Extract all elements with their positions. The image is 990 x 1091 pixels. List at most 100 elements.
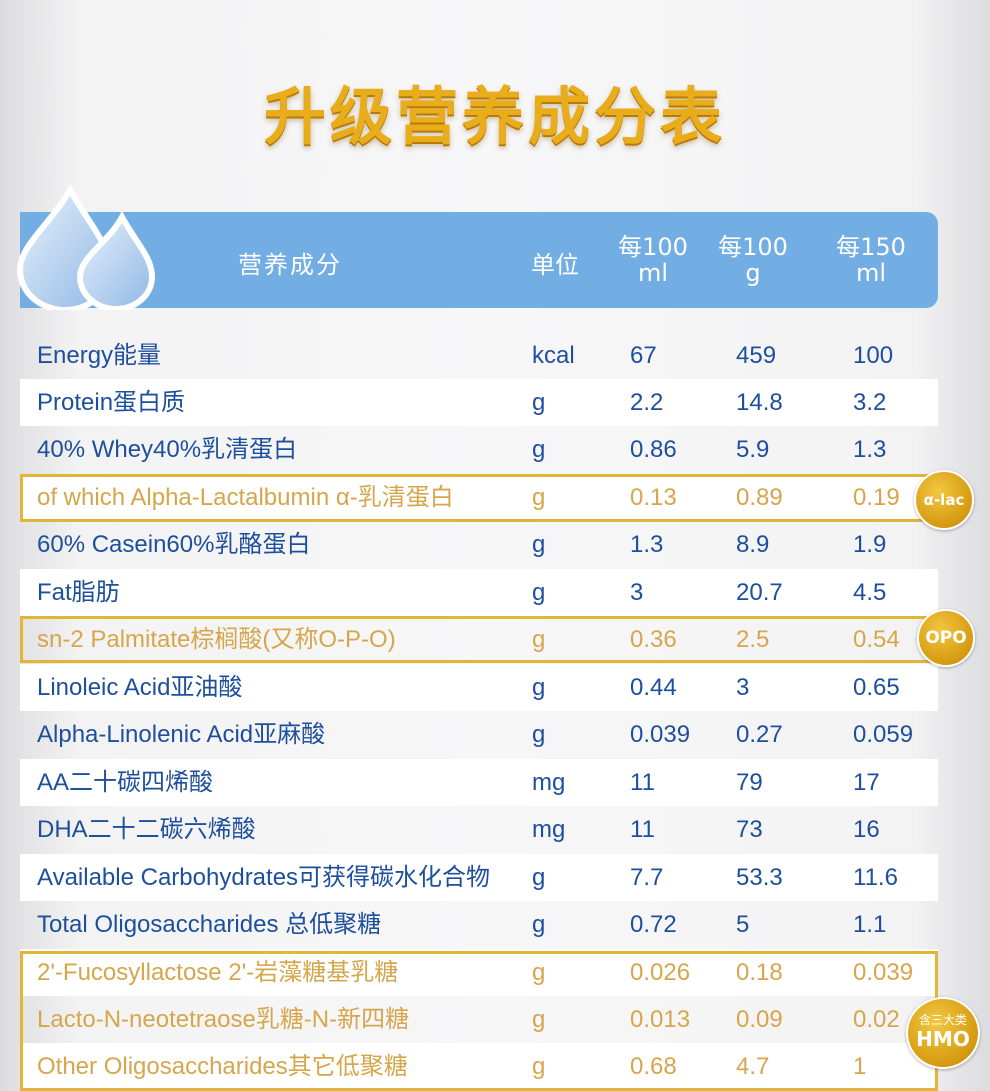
nutrient-unit: g xyxy=(532,864,546,891)
nutrient-unit: g xyxy=(532,436,546,463)
value-per150ml: 100 xyxy=(853,342,894,369)
nutrient-name: Fat脂肪 xyxy=(37,579,120,606)
page-title: 升级营养成分表 xyxy=(263,80,726,153)
value-per100g: 0.18 xyxy=(736,959,783,986)
value-per100ml: 3 xyxy=(630,579,644,606)
hmo-badge: 含三大类 HMO xyxy=(906,997,980,1069)
nutrient-unit: g xyxy=(532,721,546,748)
table-row: Available Carbohydrates可获得碳水化合物 g 7.7 53… xyxy=(20,854,938,901)
highlight-frame-alpha-lac xyxy=(20,474,938,522)
nutrient-name: 60% Casein60%乳酪蛋白 xyxy=(37,531,311,558)
nutrient-unit: g xyxy=(532,484,546,511)
header-per100g: 每100 g xyxy=(703,234,803,286)
nutrient-name: Available Carbohydrates可获得碳水化合物 xyxy=(37,864,491,891)
value-per100g: 5.9 xyxy=(736,436,770,463)
value-per100g: 20.7 xyxy=(736,579,783,606)
alpha-lac-badge-label: α-lac xyxy=(923,491,965,509)
value-per100g: 0.27 xyxy=(736,721,783,748)
value-per150ml: 16 xyxy=(853,816,880,843)
nutrient-unit: g xyxy=(532,911,546,938)
value-per150ml: 0.039 xyxy=(853,959,914,986)
value-per100g: 79 xyxy=(736,769,763,796)
water-drop-icon xyxy=(16,185,156,310)
table-row: Total Oligosaccharides 总低聚糖 g 0.72 5 1.1 xyxy=(20,901,938,948)
header-per150ml: 每150 ml xyxy=(821,234,921,286)
table-row: Fat脂肪 g 3 20.7 4.5 xyxy=(20,569,938,616)
header-nutrient: 营养成分 xyxy=(238,251,342,279)
header-per150ml-line1: 每150 xyxy=(836,233,906,261)
alpha-lac-badge: α-lac xyxy=(914,470,974,530)
value-per100ml: 0.86 xyxy=(630,436,677,463)
nutrient-name: sn-2 Palmitate棕榈酸(又称O-P-O) xyxy=(37,626,396,653)
value-per100ml: 0.026 xyxy=(630,959,691,986)
value-per100ml: 0.039 xyxy=(630,721,691,748)
value-per150ml: 4.5 xyxy=(853,579,887,606)
nutrient-name: 40% Whey40%乳清蛋白 xyxy=(37,436,298,463)
value-per100ml: 11 xyxy=(630,816,655,843)
value-per100ml: 67 xyxy=(630,342,657,369)
value-per150ml: 0.059 xyxy=(853,721,914,748)
nutrient-name: Alpha-Linolenic Acid亚麻酸 xyxy=(37,721,326,748)
table-row: 40% Whey40%乳清蛋白 g 0.86 5.9 1.3 xyxy=(20,426,938,473)
table-row: 60% Casein60%乳酪蛋白 g 1.3 8.9 1.9 xyxy=(20,521,938,568)
table-row: Energy能量 kcal 67 459 100 xyxy=(20,332,938,379)
header-per100g-line1: 每100 xyxy=(718,233,788,261)
nutrient-unit: kcal xyxy=(532,342,575,369)
nutrient-unit: g xyxy=(532,959,546,986)
value-per150ml: 0.19 xyxy=(853,484,900,511)
value-per100g: 459 xyxy=(736,342,777,369)
value-per150ml: 1.3 xyxy=(853,436,887,463)
value-per100g: 0.09 xyxy=(736,1006,783,1033)
table-row: Linoleic Acid亚油酸 g 0.44 3 0.65 xyxy=(20,664,938,711)
nutrient-name: Lacto-N-neotetraose乳糖-N-新四糖 xyxy=(37,1006,410,1033)
value-per150ml: 3.2 xyxy=(853,389,887,416)
value-per150ml: 0.54 xyxy=(853,626,900,653)
opo-badge-label: OPO xyxy=(925,628,967,648)
nutrient-unit: g xyxy=(532,389,546,416)
value-per150ml: 1.1 xyxy=(853,911,887,938)
value-per100ml: 0.36 xyxy=(630,626,677,653)
value-per100ml: 11 xyxy=(630,769,655,796)
value-per150ml: 0.02 xyxy=(853,1006,900,1033)
nutrient-unit: g xyxy=(532,626,546,653)
value-per100g: 2.5 xyxy=(736,626,770,653)
nutrient-unit: mg xyxy=(532,769,566,796)
header-unit: 单位 xyxy=(531,251,579,279)
highlight-frame-opo xyxy=(20,616,938,663)
value-per100ml: 2.2 xyxy=(630,389,664,416)
header-per150ml-line2: ml xyxy=(855,259,887,287)
nutrient-name: DHA二十二碳六烯酸 xyxy=(37,816,256,843)
nutrient-name: of which Alpha-Lactalbumin α-乳清蛋白 xyxy=(37,484,454,511)
nutrient-name: 2'-Fucosyllactose 2'-岩藻糖基乳糖 xyxy=(37,959,399,986)
table-row: DHA二十二碳六烯酸 mg 11 73 16 xyxy=(20,806,938,853)
value-per150ml: 11.6 xyxy=(853,864,898,891)
nutrient-name: Protein蛋白质 xyxy=(37,389,186,416)
value-per100ml: 0.13 xyxy=(630,484,677,511)
value-per100g: 5 xyxy=(736,911,750,938)
value-per100ml: 0.013 xyxy=(630,1006,691,1033)
nutrient-unit: g xyxy=(532,1006,546,1033)
opo-badge: OPO xyxy=(917,609,975,667)
table-row-highlighted: of which Alpha-Lactalbumin α-乳清蛋白 g 0.13… xyxy=(20,474,938,521)
table-row-highlighted: 2'-Fucosyllactose 2'-岩藻糖基乳糖 g 0.026 0.18… xyxy=(20,949,938,996)
header-per100ml: 每100 ml xyxy=(603,234,703,286)
table-row-highlighted: Lacto-N-neotetraose乳糖-N-新四糖 g 0.013 0.09… xyxy=(20,996,938,1043)
value-per150ml: 17 xyxy=(853,769,880,796)
nutrient-unit: g xyxy=(532,579,546,606)
nutrient-unit: mg xyxy=(532,816,566,843)
value-per100g: 14.8 xyxy=(736,389,783,416)
nutrient-name: AA二十碳四烯酸 xyxy=(37,769,214,796)
value-per150ml: 0.65 xyxy=(853,674,900,701)
value-per100g: 8.9 xyxy=(736,531,770,558)
value-per150ml: 1 xyxy=(853,1053,867,1080)
value-per100ml: 0.72 xyxy=(630,911,677,938)
table-row: AA二十碳四烯酸 mg 11 79 17 xyxy=(20,759,938,806)
nutrient-name: Energy能量 xyxy=(37,342,162,369)
nutrient-name: Total Oligosaccharides 总低聚糖 xyxy=(37,911,382,938)
nutrient-unit: g xyxy=(532,1053,546,1080)
hmo-badge-bottom: HMO xyxy=(916,1027,970,1051)
value-per100ml: 0.44 xyxy=(630,674,677,701)
value-per150ml: 1.9 xyxy=(853,531,887,558)
nutrient-name: Linoleic Acid亚油酸 xyxy=(37,674,243,701)
value-per100g: 0.89 xyxy=(736,484,783,511)
